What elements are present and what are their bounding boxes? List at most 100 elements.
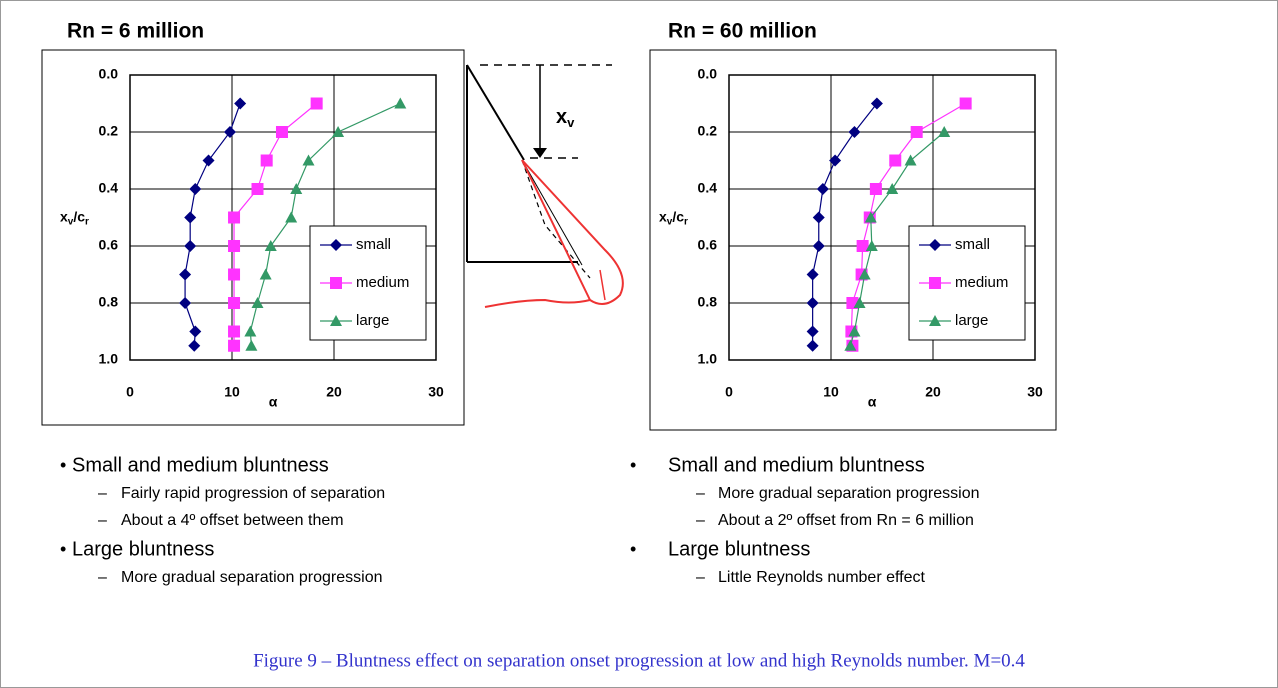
x-tick-label: 20 [925, 384, 941, 400]
y-axis-label-part: v [68, 216, 74, 227]
marker [275, 126, 288, 138]
marker [202, 154, 215, 167]
plot-area [728, 74, 1036, 361]
series-line [233, 103, 318, 346]
marker [848, 126, 861, 138]
y-axis-label-part: v [667, 216, 673, 227]
label-sub: v [567, 115, 575, 130]
y-axis-label-part: x [60, 208, 68, 224]
marker [829, 154, 842, 167]
sub-bullet-dash: – [98, 512, 107, 529]
marker [806, 325, 819, 338]
marker [251, 183, 264, 195]
y-tick-label: 0.8 [698, 294, 718, 310]
marker [394, 97, 407, 109]
plot-area [129, 74, 437, 361]
marker [858, 268, 871, 280]
marker [251, 297, 264, 308]
legend-marker [330, 315, 342, 326]
marker [223, 126, 236, 138]
x-tick-label: 30 [1027, 384, 1043, 400]
chart-frame [649, 49, 1057, 431]
y-axis-label-part: x [659, 208, 667, 224]
y-axis-label: xv/cr [659, 208, 688, 227]
y-axis-label: xv/cr [60, 208, 89, 227]
marker [910, 126, 923, 138]
marker [938, 126, 951, 137]
marker [264, 240, 277, 251]
diagram-label: xv [556, 106, 575, 130]
chart-title: Rn = 6 million [67, 20, 204, 43]
bullet-text: Small and medium bluntness [72, 454, 329, 476]
marker [864, 211, 877, 223]
marker [228, 211, 241, 224]
sub-bullet-text: More gradual separation progression [121, 569, 382, 586]
y-tick-label: 0.4 [698, 180, 718, 196]
bullet-dot: • [630, 455, 636, 475]
x-tick-label: 10 [224, 384, 240, 400]
bullet-dot: • [630, 539, 636, 559]
bullet-text: Large bluntness [72, 538, 214, 560]
y-tick-label: 0.4 [99, 180, 119, 196]
x-tick-label: 0 [725, 384, 733, 400]
legend-marker [330, 239, 342, 251]
marker [228, 339, 241, 352]
marker [228, 297, 241, 309]
bullet-dot: • [60, 455, 66, 475]
bullet-dot: • [60, 539, 66, 559]
chart-title: Rn = 60 million [668, 20, 817, 43]
marker [310, 97, 323, 110]
legend-label: small [356, 236, 391, 253]
y-tick-label: 1.0 [698, 351, 718, 367]
sub-bullet-dash: – [696, 485, 705, 502]
marker [189, 183, 202, 195]
sub-bullet-text: Little Reynolds number effect [718, 569, 925, 586]
x-tick-label: 20 [326, 384, 342, 400]
marker [245, 339, 258, 351]
legend-label: large [356, 312, 389, 329]
marker [870, 97, 883, 110]
bullet-text: Large bluntness [668, 538, 810, 560]
marker [179, 297, 192, 309]
marker [302, 154, 315, 166]
marker [188, 339, 201, 352]
marker [853, 297, 866, 308]
marker [259, 268, 272, 280]
marker [228, 240, 241, 252]
y-tick-label: 0.2 [99, 123, 119, 139]
chart-frame [41, 49, 465, 426]
marker [806, 339, 819, 352]
marker [184, 240, 197, 252]
marker [889, 154, 902, 167]
marker [816, 183, 829, 195]
y-tick-label: 0.6 [99, 237, 119, 253]
marker [184, 211, 197, 224]
label-main: x [556, 106, 567, 128]
series-line [249, 102, 401, 346]
y-axis-label-part: /c [672, 208, 684, 224]
legend-label: large [955, 312, 988, 329]
x-axis-label: α [269, 394, 278, 410]
x-tick-label: 10 [823, 384, 839, 400]
legend-label: medium [356, 274, 409, 291]
marker [869, 183, 882, 195]
y-tick-label: 0.2 [698, 123, 718, 139]
marker [228, 268, 241, 281]
y-axis-label-part: r [684, 216, 688, 227]
legend-label: medium [955, 274, 1008, 291]
x-tick-label: 30 [428, 384, 444, 400]
bullet-text: Small and medium bluntness [668, 454, 925, 476]
y-tick-label: 1.0 [99, 351, 119, 367]
legend-marker [330, 277, 342, 289]
sub-bullet-text: Fairly rapid progression of separation [121, 485, 385, 502]
y-axis-label-part: r [85, 216, 89, 227]
diagram [466, 64, 624, 308]
legend-label: small [955, 236, 990, 253]
y-tick-label: 0.0 [99, 66, 119, 82]
series-line [184, 103, 241, 346]
marker [189, 325, 202, 338]
marker [234, 97, 247, 110]
sub-bullet-dash: – [98, 569, 107, 586]
series-line [812, 103, 878, 346]
caption: Figure 9 – Bluntness effect on separatio… [253, 650, 1025, 671]
